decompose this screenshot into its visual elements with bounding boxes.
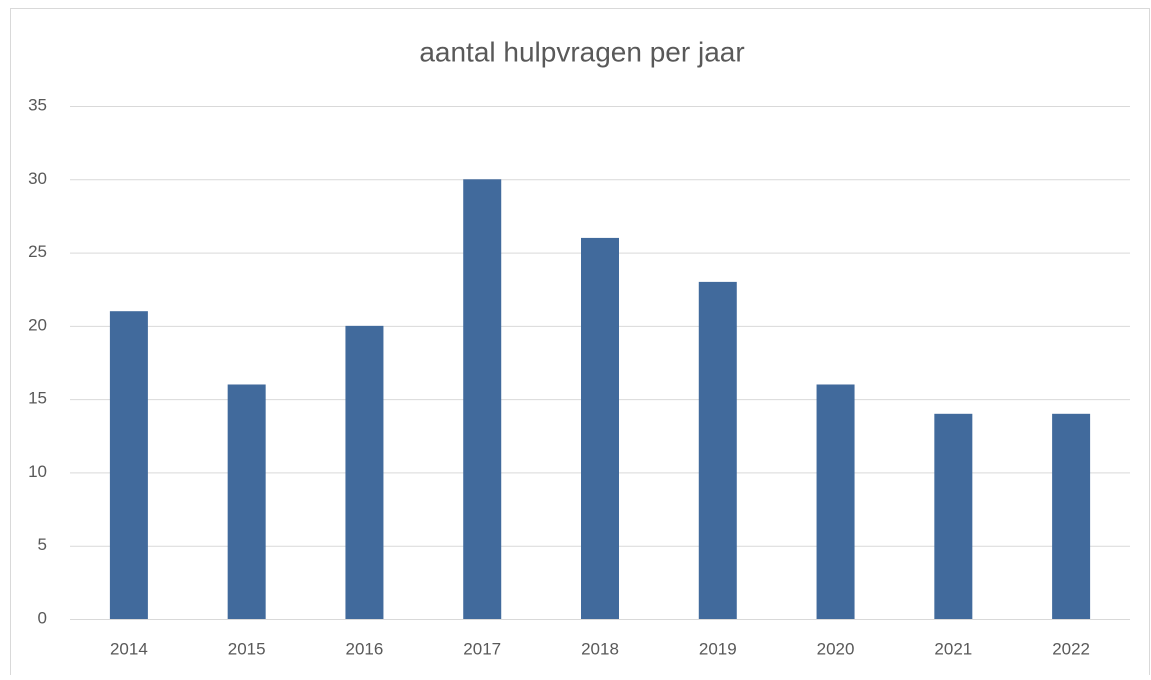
x-tick-label: 2022 (1052, 639, 1090, 658)
chart-title: aantal hulpvragen per jaar (419, 36, 744, 67)
y-tick-label: 20 (28, 315, 47, 334)
bar (1052, 413, 1091, 619)
y-tick-label: 30 (28, 169, 47, 188)
y-tick-label: 35 (28, 95, 47, 114)
x-tick-label: 2016 (346, 639, 384, 658)
x-tick-label: 2015 (228, 639, 266, 658)
x-tick-label: 2014 (110, 639, 148, 658)
x-tick-label: 2017 (463, 639, 501, 658)
chart-border (10, 8, 1150, 680)
y-tick-label: 25 (28, 242, 47, 261)
x-tick-label: 2020 (817, 639, 855, 658)
x-tick-label: 2021 (934, 639, 972, 658)
bar (227, 384, 266, 619)
y-tick-label: 0 (38, 608, 47, 627)
bar (581, 237, 619, 619)
bar (934, 413, 973, 619)
bar (345, 325, 384, 619)
bar (109, 311, 148, 619)
bar (816, 384, 855, 619)
y-tick-label: 10 (28, 462, 47, 481)
x-tick-label: 2019 (699, 639, 737, 658)
x-tick-label: 2018 (581, 639, 619, 658)
y-tick-label: 5 (38, 535, 47, 554)
y-tick-label: 15 (28, 389, 47, 408)
bar (698, 281, 737, 619)
bar (463, 179, 502, 620)
